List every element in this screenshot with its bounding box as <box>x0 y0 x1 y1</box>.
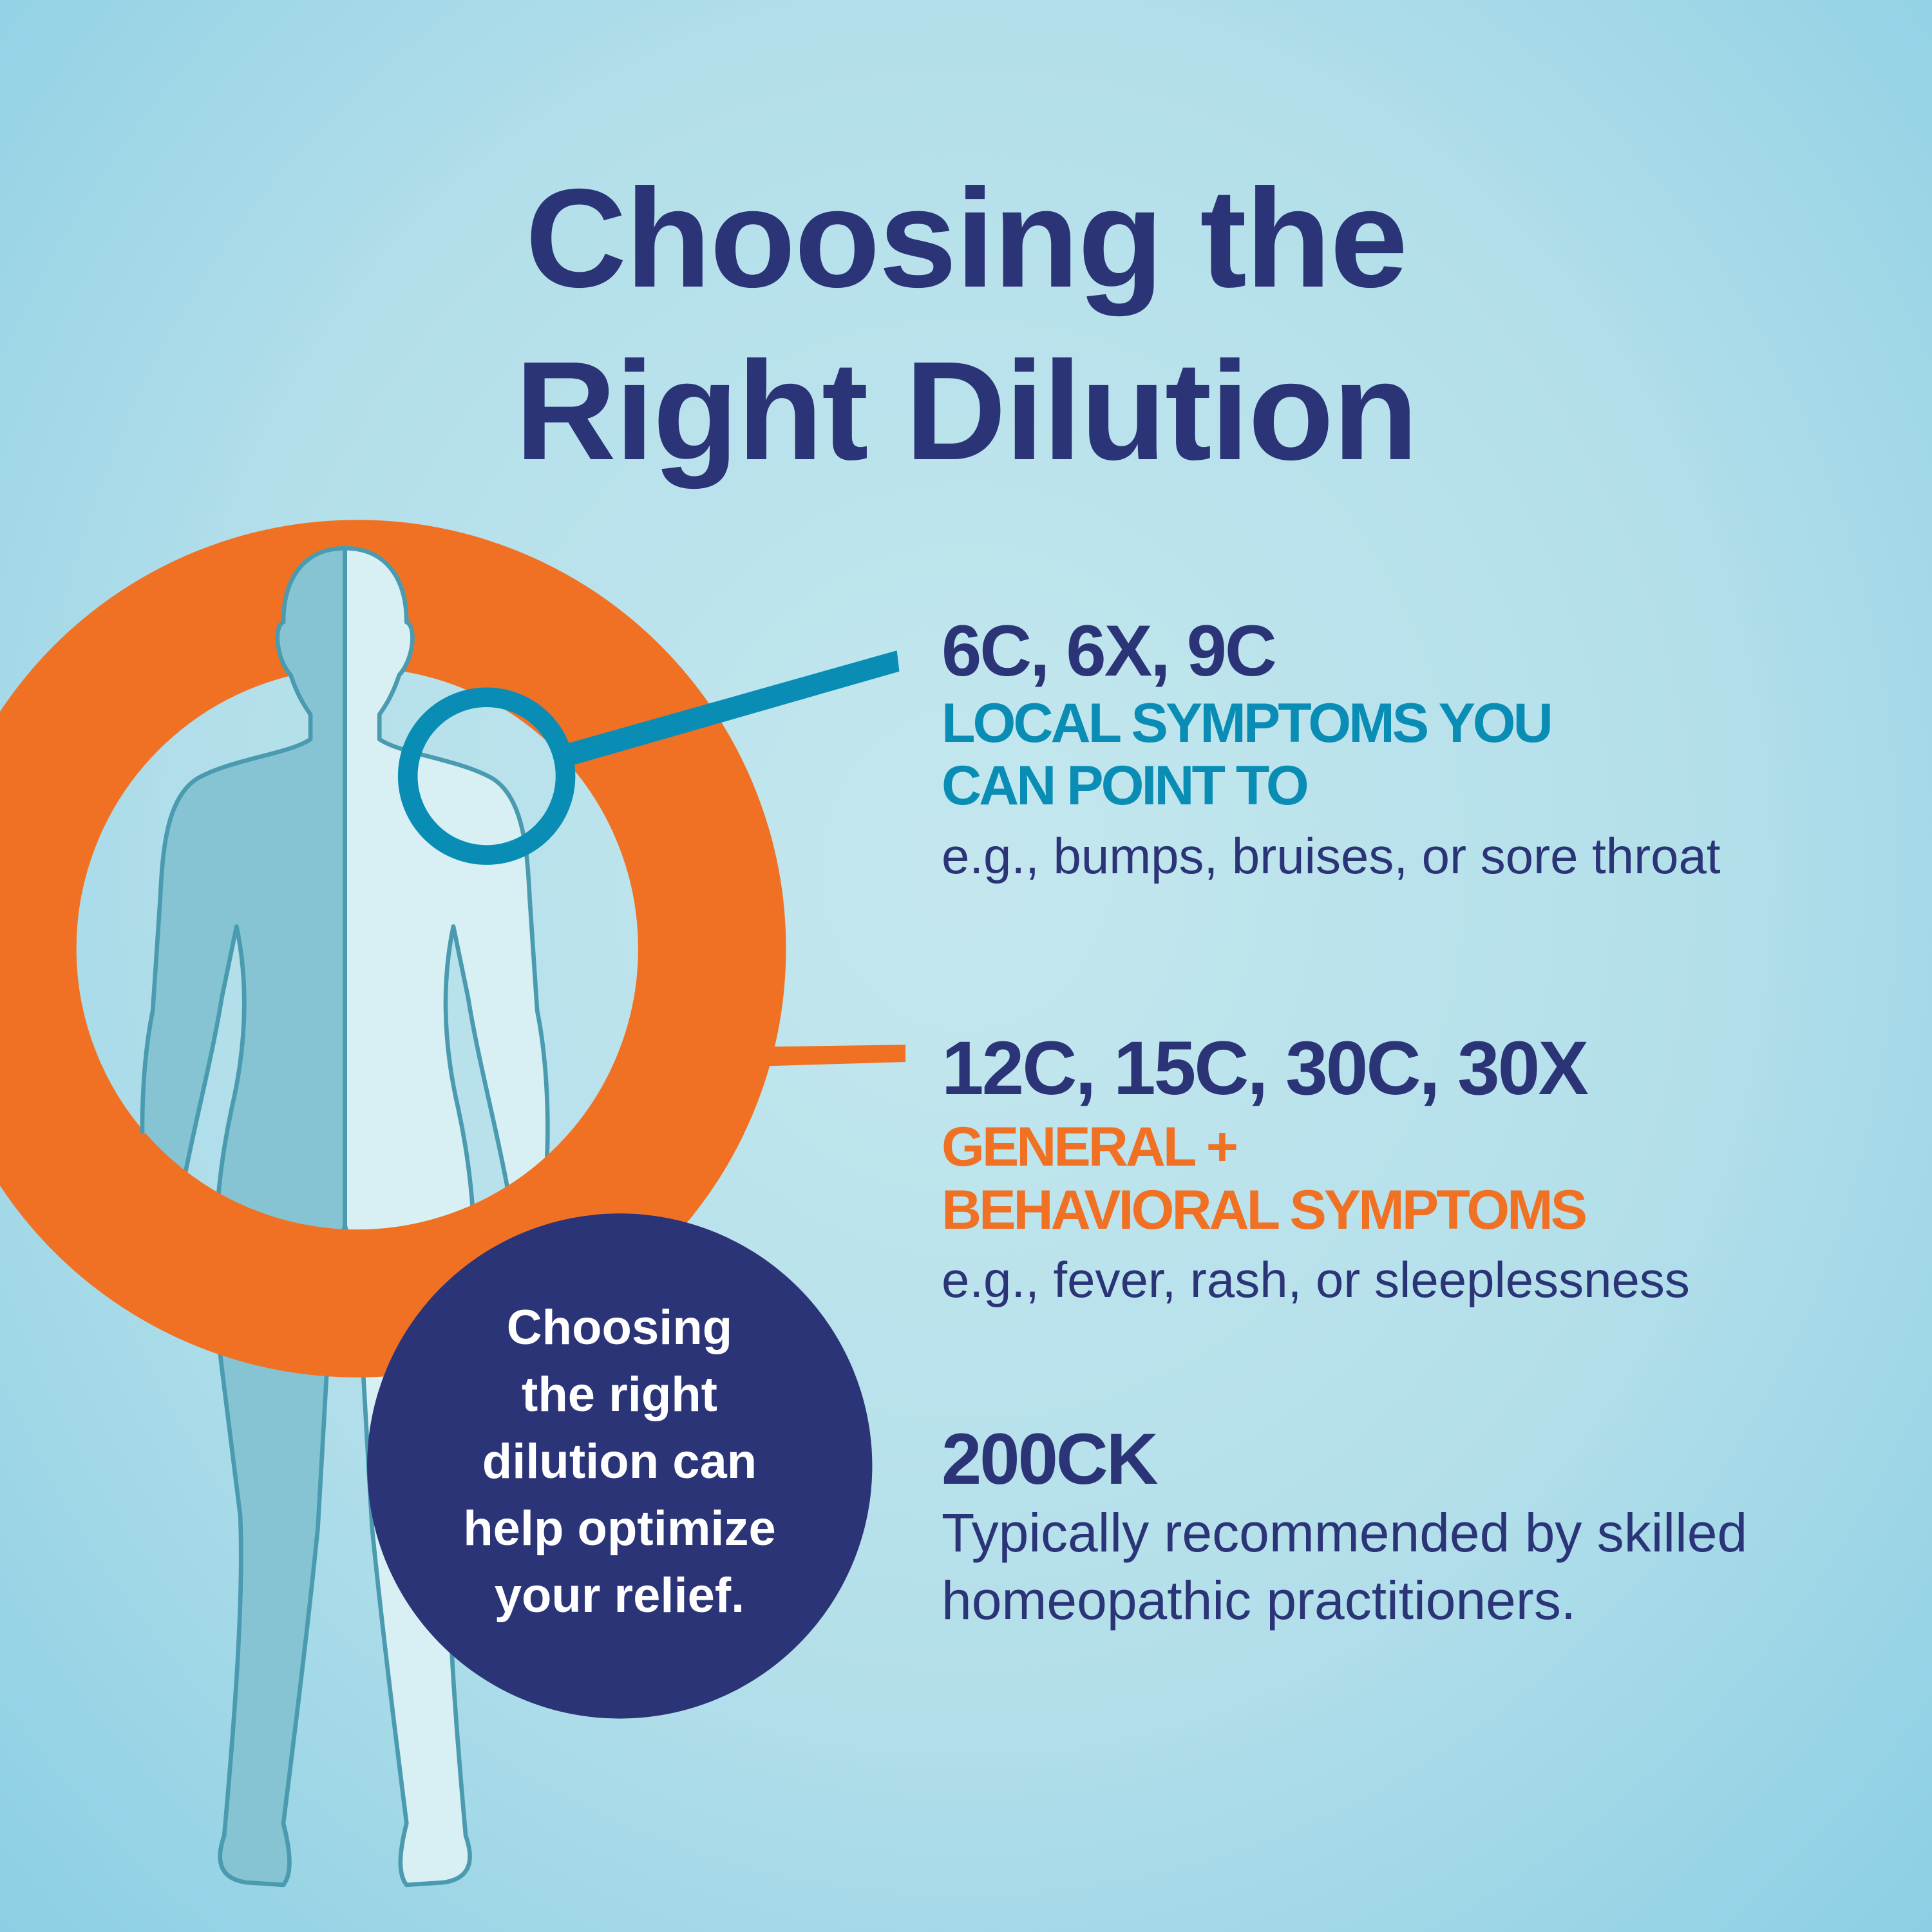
examples-local: e.g., bumps, bruises, or sore throat <box>942 828 1721 884</box>
page-title-line1: Choosing the <box>525 160 1408 317</box>
category-local-line1: LOCAL SYMPTOMS YOU <box>942 692 1553 754</box>
callout-text: Choosing the right dilution can help opt… <box>367 1294 872 1629</box>
examples-general: e.g., fever, rash, or sleeplessness <box>942 1251 1690 1308</box>
description-line1: Typically recommended by skilled <box>942 1502 1748 1563</box>
category-local-line2: CAN POINT TO <box>942 755 1309 817</box>
callout-line: the right <box>522 1367 717 1422</box>
category-general-line2: BEHAVIORAL SYMPTOMS <box>942 1179 1587 1241</box>
dilutions-local: 6C, 6X, 9C <box>942 611 1277 691</box>
teal-pointer-line <box>560 650 900 766</box>
dilutions-practitioner: 200CK <box>942 1419 1159 1499</box>
dilutions-general: 12C, 15C, 30C, 30X <box>942 1026 1589 1111</box>
callout-line: your relief. <box>494 1568 745 1623</box>
orange-pointer-line <box>739 1045 906 1067</box>
callout-circle <box>367 1213 873 1719</box>
teal-highlight-circle <box>397 650 900 865</box>
callout-line: dilution can <box>482 1434 757 1489</box>
category-general-line1: GENERAL + <box>942 1116 1238 1178</box>
callout-line: Choosing <box>506 1300 733 1355</box>
callout-line: help optimize <box>463 1501 776 1556</box>
description-line2: homeopathic practitioners. <box>942 1570 1577 1631</box>
page-title-line2: Right Dilution <box>515 333 1419 489</box>
